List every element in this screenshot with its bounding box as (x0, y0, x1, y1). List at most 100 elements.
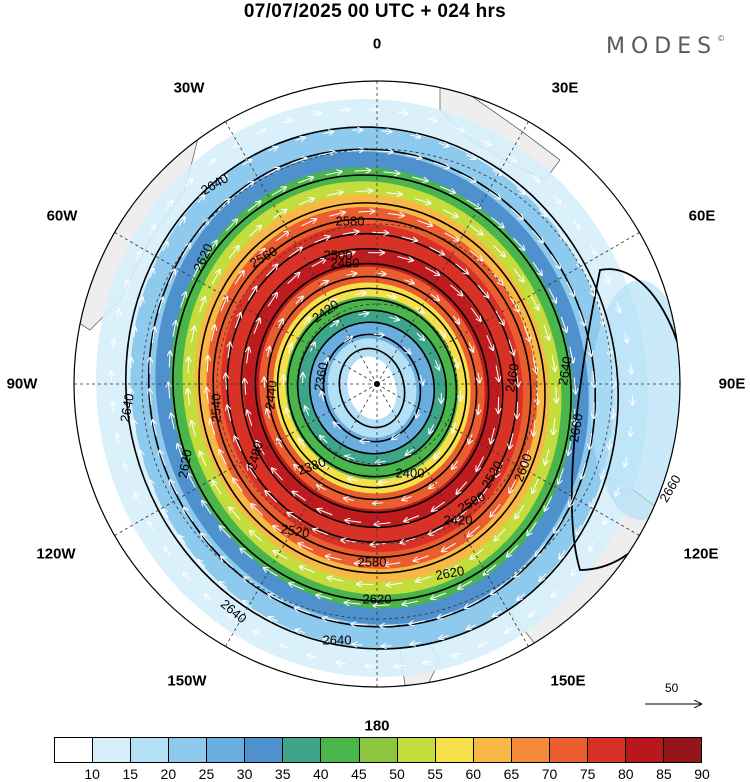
wind-vector (538, 208, 546, 216)
wind-vector (153, 420, 157, 436)
contour-label: 2440 (262, 380, 279, 410)
wind-vector (305, 406, 309, 416)
wind-vector (178, 217, 185, 226)
wind-vector (469, 249, 482, 260)
wind-vector (438, 143, 448, 146)
colorbar-swatch (397, 738, 436, 762)
colorbar-swatch (131, 738, 170, 762)
colorbar-tick-label: 40 (313, 766, 329, 782)
wind-vector (170, 480, 178, 495)
contour-label: 2580 (358, 554, 387, 569)
lon-label-150w: 150W (167, 672, 207, 690)
wind-vector (590, 497, 594, 507)
wind-vector (266, 264, 277, 277)
wind-vector (429, 246, 444, 254)
wind-vector (589, 432, 591, 449)
colorbar-tick-label: 50 (389, 766, 405, 782)
contour-label: 2420 (444, 512, 473, 527)
colorbar-swatches (54, 737, 702, 763)
wind-vector (251, 504, 263, 516)
reference-vector-arrow (645, 681, 703, 711)
wind-vector (234, 313, 240, 329)
wind-vector (323, 618, 339, 621)
wind-vector (320, 463, 329, 469)
wind-vector (329, 321, 338, 328)
wind-vector (288, 247, 302, 258)
wind-vector (455, 509, 468, 521)
wind-vector (444, 232, 459, 241)
wind-vector (467, 625, 476, 629)
wind-vector (507, 155, 516, 162)
wind-vector (513, 237, 524, 250)
wind-vector (404, 280, 413, 284)
brand-text: MODES (606, 34, 718, 59)
wind-vector (171, 414, 174, 430)
wind-vector (140, 451, 143, 461)
wind-vector (134, 327, 136, 338)
wind-vector (240, 549, 254, 560)
wind-vector (574, 408, 575, 425)
wind-vector (200, 452, 207, 467)
wind-vector (158, 298, 163, 314)
wind-vector (180, 292, 186, 308)
wind-vector (507, 544, 519, 557)
meridian-line (225, 383, 378, 647)
wind-vector (162, 242, 168, 251)
wind-vector (247, 201, 261, 212)
wind-vector (338, 252, 355, 257)
wind-vector (402, 497, 412, 501)
wind-vector (408, 470, 418, 476)
wind-vector (550, 254, 560, 268)
contour-2580 (198, 202, 546, 574)
contour-label: 2400 (396, 465, 425, 480)
wind-vector (376, 151, 393, 152)
colorbar-tick-label: 90 (694, 766, 710, 782)
wind-vector (320, 436, 328, 444)
wind-vector (552, 355, 555, 371)
wind-vector (218, 176, 227, 183)
wind-vector (247, 465, 257, 479)
meridian-line (225, 121, 378, 385)
wind-vector (358, 211, 374, 212)
wind-vector (539, 573, 547, 581)
wind-vector (415, 198, 430, 204)
wind-vector (289, 344, 292, 354)
colorbar-swatch (169, 738, 208, 762)
wind-vector (479, 642, 489, 646)
wind-vector (530, 295, 539, 309)
contour-label: 2580 (336, 213, 365, 228)
contour-label: 2640 (117, 392, 137, 423)
wind-vector (374, 605, 390, 606)
wind-vector (505, 626, 514, 632)
wind-vector (400, 537, 416, 542)
wind-vector (253, 318, 260, 334)
wind-vector (264, 168, 279, 177)
wind-vector (531, 174, 540, 182)
wind-vector (297, 177, 313, 184)
contour-2620 (147, 148, 597, 628)
colorbar-swatch (587, 738, 626, 762)
wind-vector (295, 137, 305, 140)
contour-2600 (172, 174, 572, 602)
colorbar-tick-label: 35 (274, 766, 291, 782)
wind-vector (490, 216, 503, 227)
wind-vector (556, 386, 557, 403)
wind-vector (493, 244, 504, 256)
wind-vector (517, 402, 518, 418)
colorbar-tick-label: 10 (84, 766, 100, 782)
meridian-line (376, 383, 529, 647)
reference-vector-label: 50 (665, 681, 679, 695)
colorbar-swatch (245, 738, 284, 762)
colorbar-swatch (207, 738, 246, 762)
wind-vector (280, 645, 290, 649)
wind-vector (496, 365, 499, 382)
wind-vector (353, 644, 363, 645)
wind-vector (601, 315, 604, 326)
wind-vector (277, 319, 283, 329)
pole-dot (374, 381, 380, 387)
wind-vector (136, 252, 140, 262)
wind-vector (430, 293, 439, 300)
lon-label-120e: 120E (683, 545, 719, 563)
wind-vector (267, 293, 277, 307)
wind-vector (452, 315, 459, 324)
